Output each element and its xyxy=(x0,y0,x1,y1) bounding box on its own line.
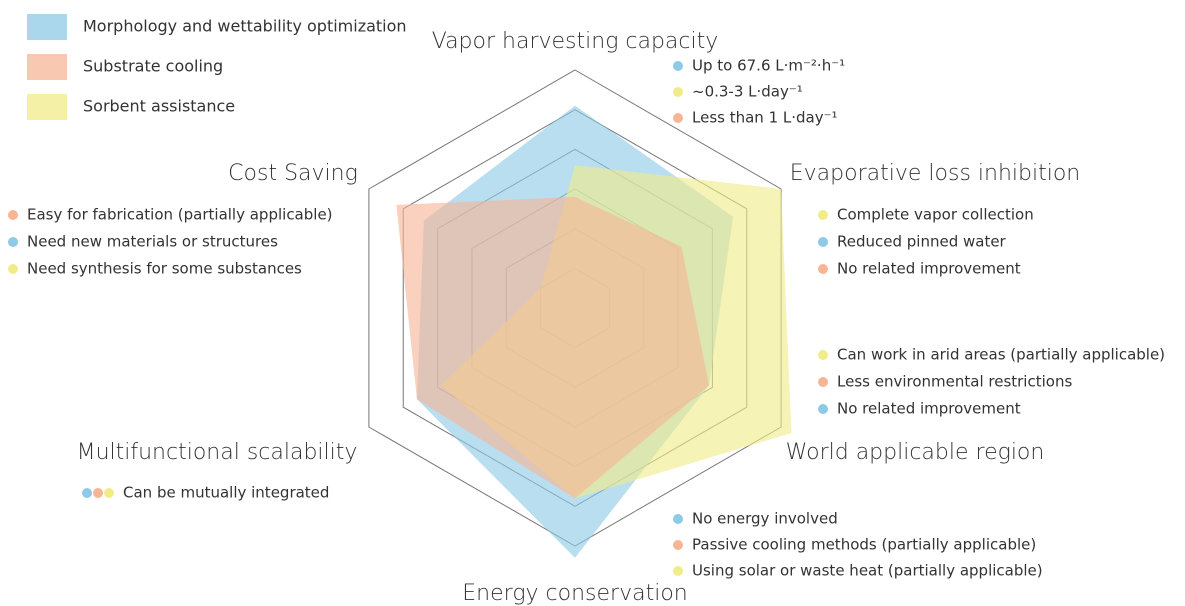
note: Reduced pinned water xyxy=(837,233,1007,251)
note: No related improvement xyxy=(837,400,1021,418)
axis-label: Cost Saving xyxy=(228,161,358,186)
bullet-dot xyxy=(82,488,92,498)
axis-label: Multifunctional scalability xyxy=(77,440,358,465)
axis-label: Energy conservation xyxy=(462,581,687,606)
bullet-dot xyxy=(104,488,114,498)
bullet-dot xyxy=(673,540,683,550)
note: No related improvement xyxy=(837,260,1021,278)
bullet-dot xyxy=(673,113,683,123)
note: Easy for fabrication (partially applicab… xyxy=(27,206,333,224)
bullet-dot xyxy=(673,87,683,97)
note: Less than 1 L·day⁻¹ xyxy=(692,109,838,127)
axis-label: World applicable region xyxy=(786,440,1045,465)
legend-label: Substrate cooling xyxy=(83,57,223,76)
note: Need synthesis for some substances xyxy=(27,260,302,278)
series-area xyxy=(396,196,709,499)
note: Complete vapor collection xyxy=(837,206,1034,224)
bullet-dot xyxy=(673,566,683,576)
note: Can work in arid areas (partially applic… xyxy=(837,346,1165,364)
bullet-dot xyxy=(673,514,683,524)
note: Using solar or waste heat (partially app… xyxy=(692,562,1043,580)
bullet-dot xyxy=(673,61,683,71)
bullet-dot xyxy=(8,237,18,247)
note: Need new materials or structures xyxy=(27,233,278,251)
bullet-dot xyxy=(818,237,828,247)
note: Can be mutually integrated xyxy=(123,484,329,502)
bullet-dot xyxy=(818,264,828,274)
bullet-dot xyxy=(818,404,828,414)
legend-swatch xyxy=(27,94,67,120)
note: Passive cooling methods (partially appli… xyxy=(692,536,1036,554)
note: Up to 67.6 L·m⁻²·h⁻¹ xyxy=(692,57,845,75)
axis-label: Vapor harvesting capacity xyxy=(432,29,719,54)
bullet-dot xyxy=(93,488,103,498)
bullet-dot xyxy=(8,264,18,274)
legend-label: Morphology and wettability optimization xyxy=(83,17,407,36)
bullet-dot xyxy=(818,377,828,387)
note: ~0.3-3 L·day⁻¹ xyxy=(692,83,803,101)
bullet-dot xyxy=(818,210,828,220)
axis-label: Evaporative loss inhibition xyxy=(790,161,1080,186)
legend-swatch xyxy=(27,54,67,80)
bullet-dot xyxy=(8,210,18,220)
legend-label: Sorbent assistance xyxy=(83,97,235,116)
note: Less environmental restrictions xyxy=(837,373,1072,391)
note: No energy involved xyxy=(692,510,838,528)
legend-swatch xyxy=(27,14,67,40)
bullet-dot xyxy=(818,350,828,360)
